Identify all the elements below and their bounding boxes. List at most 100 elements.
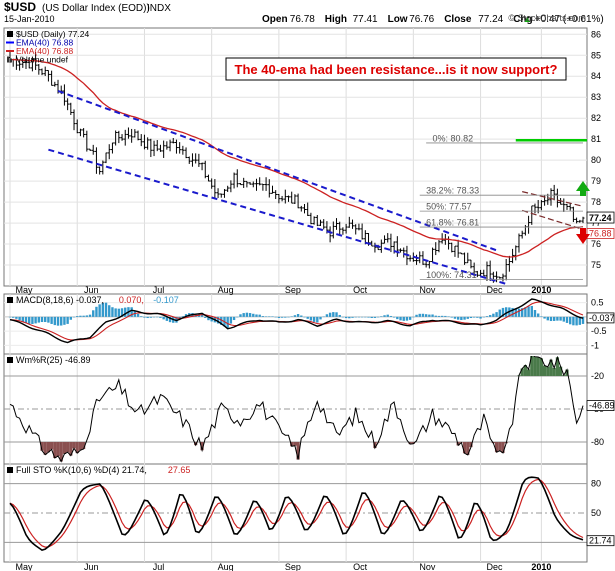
x-tick-label: Dec [487, 285, 504, 295]
wmr-oversold-fill [78, 442, 83, 451]
macd-histogram-bar [530, 305, 533, 317]
wmr-oversold-fill [69, 442, 73, 456]
macd-histogram-bar [376, 316, 380, 318]
wmr-label: Wm%R(25) -46.89 [16, 355, 91, 365]
macd-histogram-bar [274, 316, 277, 318]
wmr-y-tick: -80 [591, 437, 604, 447]
macd-histogram-bar [66, 316, 69, 324]
macd-histogram-bar [453, 316, 457, 319]
macd-histogram-bar [156, 316, 159, 318]
macd-histogram-bar [255, 314, 258, 317]
channel-upper-line [57, 89, 497, 252]
x-tick-label: Sep [285, 285, 301, 295]
macd-histogram-bar [562, 316, 565, 322]
grid-layer [4, 28, 587, 562]
macd-histogram-bar [31, 316, 34, 324]
macd-histogram-bar [232, 316, 236, 321]
wmr-tag [586, 400, 615, 411]
macd-histogram-bar [21, 316, 25, 322]
macd-histogram-bar [466, 316, 469, 319]
macd-histogram-bar [437, 315, 441, 317]
macd-histogram-bar [261, 316, 265, 317]
macd-histogram-bar [159, 316, 162, 318]
legend-label: EMA(40) 76.88 [16, 38, 73, 48]
wmr-oversold-fill [290, 442, 294, 447]
macd-histogram-bar [312, 316, 316, 322]
macd-histogram-bar [8, 316, 12, 318]
macd-histogram-bar [520, 308, 524, 317]
wmr-oversold-fill [462, 442, 467, 454]
macd-histogram-bar [15, 316, 18, 319]
wmr-oversold-fill [296, 442, 300, 460]
macd-histogram-bar [101, 303, 105, 317]
macd-histogram-bar [527, 306, 530, 317]
macd-histogram-bar [82, 315, 85, 317]
macd-histogram-bar [252, 313, 255, 317]
wmr-oversold-fill [43, 442, 47, 455]
macd-histogram-bar [248, 313, 252, 317]
macd-histogram-bar [581, 316, 585, 324]
ohlc-label: Close [444, 14, 472, 25]
price-y-tick: 75 [591, 260, 601, 270]
macd-histogram-bar [575, 316, 578, 326]
macd-histogram-bar [24, 316, 28, 324]
macd-histogram-bar [56, 316, 60, 326]
macd-histogram-bar [162, 316, 165, 320]
x-tick-label-bottom: Nov [419, 562, 436, 571]
macd-histogram-bar [290, 316, 293, 317]
macd-histogram-bar [421, 313, 425, 317]
macd-histogram-bar [117, 308, 121, 317]
last-price-tag [586, 211, 615, 224]
macd-histogram-bar [549, 316, 553, 322]
macd-histogram-bar [120, 308, 124, 317]
wmr-overbought-fill [546, 366, 550, 376]
wmr-oversold-fill [50, 442, 54, 450]
macd-histogram-bar [28, 316, 31, 324]
macd-histogram-bar [348, 316, 351, 319]
wmr-oversold-fill [194, 442, 198, 446]
wmr-oversold-fill [466, 442, 470, 455]
x-tick-label: Jul [153, 285, 165, 295]
wmr-oversold-fill [494, 442, 499, 453]
x-tick-label: Jun [84, 285, 99, 295]
macd-histogram-bar [383, 315, 386, 317]
fib-level-label: 0%: 80.82 [433, 133, 474, 143]
macd-histogram-bar [60, 316, 63, 326]
legend-label: EMA(40) 76.88 [16, 46, 73, 56]
sto-label: Full STO %K(10,6) %D(4) 21.74, [16, 465, 147, 475]
macd-histogram-bar [556, 316, 559, 321]
x-tick-label: May [15, 285, 33, 295]
wmr-layer [9, 356, 584, 463]
macd-histogram-bar [50, 316, 53, 324]
macd-histogram-bar [12, 316, 15, 318]
wmr-overbought-fill [552, 367, 556, 376]
wmr-y-tick: -20 [591, 371, 604, 381]
macd-histogram-bar [536, 313, 540, 317]
macd-tag-text: -0.037 [589, 313, 615, 323]
macd-histogram-bar [236, 316, 239, 318]
ohlc-value: 77.41 [353, 14, 378, 25]
macd-histogram-bar [108, 305, 111, 317]
macd-histogram-bar [546, 316, 549, 321]
chart-date: 15-Jan-2010 [4, 14, 55, 24]
credit: © StockCharts.com [508, 13, 586, 23]
x-tick-label: Oct [353, 285, 368, 295]
macd-histogram-bar [264, 316, 268, 317]
price-y-tick: 81 [591, 134, 601, 144]
wmr-oversold-fill [498, 442, 502, 451]
macd-histogram-bar [104, 302, 108, 317]
sto-label: 27.65 [168, 465, 191, 475]
fib-level-label: 50%: 77.57 [426, 202, 472, 212]
macd-line [9, 298, 584, 344]
macd-histogram-bar [88, 314, 92, 317]
ohlc-label: Open [262, 14, 288, 25]
wmr-tag-text: -46.89 [589, 401, 615, 411]
macd-label: MACD(8,18,6) -0.037, [16, 295, 104, 305]
macd-histogram-bar [300, 315, 303, 317]
macd-histogram-bar [440, 315, 444, 317]
wmr-oversold-fill [408, 442, 412, 445]
macd-histogram-bar [296, 314, 300, 317]
price-y-tick: 82 [591, 113, 601, 123]
macd-histogram-bar [399, 316, 402, 321]
ohlc-value: 77.24 [478, 14, 503, 25]
